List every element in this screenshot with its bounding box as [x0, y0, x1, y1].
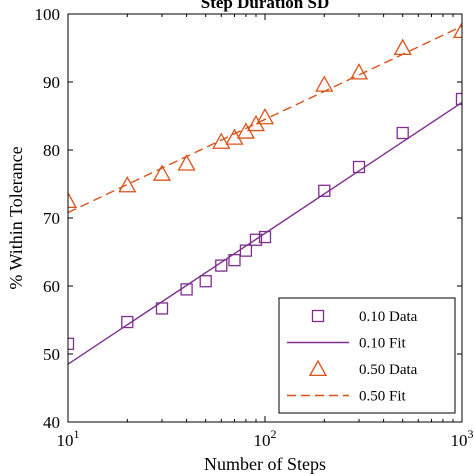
x-tick-base: 10 [254, 431, 271, 450]
legend-square-marker [311, 309, 325, 323]
data-point-triangle [68, 191, 78, 209]
data-point-square [199, 275, 212, 288]
x-tick-base: 10 [57, 431, 74, 450]
x-tick-exponent: 3 [468, 427, 474, 441]
legend-label: 0.10 Fit [359, 336, 407, 352]
legend-box [278, 297, 456, 414]
y-tick-label: 100 [35, 5, 61, 24]
y-tick-label: 50 [43, 345, 60, 364]
x-tick-base: 10 [451, 431, 468, 450]
data-point-triangle [152, 164, 172, 181]
data-point-square [68, 337, 75, 350]
data-point-square [228, 254, 241, 267]
y-tick-label: 60 [43, 277, 60, 296]
data-point-square [249, 233, 263, 246]
x-tick-label: 102 [254, 427, 277, 450]
x-axis-title: Number of Steps [204, 454, 326, 474]
data-point-square [396, 126, 409, 140]
fit-line [68, 25, 462, 214]
x-tick-exponent: 2 [271, 427, 277, 441]
data-point-square [239, 244, 253, 257]
data-point-triangle [118, 176, 137, 193]
series-0-10-data [68, 92, 462, 350]
data-point-square [155, 302, 169, 315]
y-tick-label: 70 [43, 209, 60, 228]
x-tick-label: 101 [57, 427, 80, 450]
legend-label: 0.10 Data [359, 309, 418, 325]
x-tick-exponent: 1 [74, 427, 80, 441]
data-point-triangle [177, 154, 196, 171]
series-0-50-data [68, 21, 462, 209]
series-0-10-fit [68, 101, 462, 365]
y-tick-label: 40 [43, 413, 60, 432]
y-tick-label: 80 [43, 141, 60, 160]
legend-triangle-marker [308, 359, 328, 377]
data-point-triangle [212, 132, 231, 149]
y-axis-title: % Within Tolerance [6, 146, 26, 289]
data-point-triangle [255, 108, 275, 125]
legend-label: 0.50 Data [359, 362, 418, 378]
data-point-triangle [349, 63, 369, 80]
data-point-triangle [452, 21, 462, 39]
series-0-50-fit [68, 25, 462, 214]
legend: 0.10 Data 0.10 Fit 0.50 Data 0.50 Fit [278, 297, 456, 414]
legend-label: 0.50 Fit [359, 389, 407, 405]
fit-line [68, 101, 462, 365]
data-point-square [455, 92, 462, 106]
data-point-square [121, 315, 134, 329]
x-tick-label: 103 [451, 427, 474, 450]
y-tick-label: 90 [43, 73, 60, 92]
chart-title: Step Duration SD [201, 0, 329, 12]
